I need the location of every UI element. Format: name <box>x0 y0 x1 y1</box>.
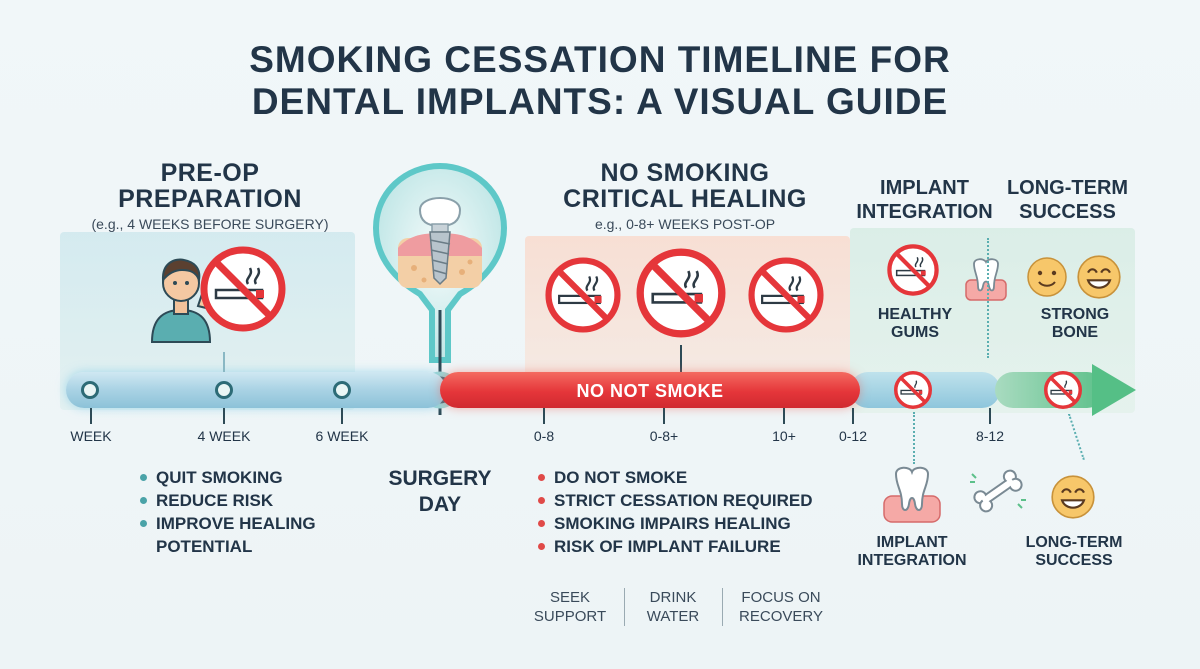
list-item: QUIT SMOKING <box>140 466 370 489</box>
dotted-connector <box>913 412 915 464</box>
integration-heading-line2: INTEGRATION <box>856 201 993 223</box>
surgery-day-label-line2: DAY <box>418 493 462 516</box>
tick-label: 6 WEEK <box>315 428 369 444</box>
list-item: DO NOT SMOKE <box>538 466 848 489</box>
person-icon <box>146 250 216 343</box>
preop-heading-line1: PRE-OP <box>160 159 260 187</box>
tip-seek-support: SEEK SUPPORT <box>533 589 607 625</box>
no-smoking-icon <box>1044 371 1082 409</box>
list-item: SMOKING IMPAIRS HEALING <box>538 512 848 535</box>
tooth-icon <box>964 256 1008 302</box>
strong-bone-label-line2: BONE <box>1051 324 1099 341</box>
timeline-critical-segment <box>440 372 860 408</box>
critical-bar-label: NO NOT SMOKE <box>576 381 724 401</box>
implant-marker <box>362 160 518 420</box>
preop-subtitle: (e.g., 4 WEEKS BEFORE SURGERY) <box>91 216 329 232</box>
tick-mark <box>341 408 343 424</box>
critical-heading-line2: CRITICAL HEALING <box>563 185 807 213</box>
implant-integration-label-line1: IMPLANT <box>876 534 948 551</box>
tick-label: 0-12 <box>838 428 868 444</box>
tip-drink-water: DRINK WATER <box>646 589 700 625</box>
dotted-connector <box>987 238 989 358</box>
timeline-arrowhead <box>1092 360 1138 420</box>
tip-focus-recovery: FOCUS ON RECOVERY <box>739 589 823 625</box>
tip-divider <box>624 588 625 626</box>
tick-label: WEEK <box>70 428 112 444</box>
no-smoking-icon <box>887 244 939 296</box>
tick-mark <box>989 408 991 424</box>
tick-mark <box>90 408 92 424</box>
surgery-day-label-line1: SURGERY <box>388 467 492 490</box>
no-smoking-icon <box>636 248 726 338</box>
tick-label: 8-12 <box>975 428 1005 444</box>
healthy-gums-label-line1: HEALTHY <box>877 306 953 323</box>
no-smoking-icon <box>894 371 932 409</box>
list-item: IMPROVE HEALING <box>140 512 370 535</box>
timeline-node <box>215 381 233 399</box>
implant-integration-label-line2: INTEGRATION <box>857 552 967 569</box>
list-item: POTENTIAL <box>156 537 253 556</box>
preop-heading-line2: PREPARATION <box>118 185 302 213</box>
tip-divider <box>722 588 723 626</box>
list-item: STRICT CESSATION REQUIRED <box>538 489 848 512</box>
critical-subtitle: e.g., 0-8+ WEEKS POST-OP <box>594 216 776 232</box>
no-smoking-icon <box>545 257 621 333</box>
longterm-success-label-line1: LONG-TERM <box>1025 534 1123 551</box>
smiley-icon <box>1076 254 1122 300</box>
dotted-connector <box>1068 413 1085 460</box>
tick-label: 0-8+ <box>649 428 679 444</box>
smiley-icon <box>1026 256 1068 298</box>
timeline-preop-segment <box>66 372 446 408</box>
longterm-heading-line2: SUCCESS <box>1019 201 1116 223</box>
page-title-line2: DENTAL IMPLANTS: A VISUAL GUIDE <box>251 81 949 122</box>
timeline-node <box>333 381 351 399</box>
timeline-node <box>81 381 99 399</box>
critical-bullet-list: DO NOT SMOKE STRICT CESSATION REQUIRED S… <box>538 466 848 558</box>
tick-label: 10+ <box>772 428 796 444</box>
tick-mark <box>543 408 545 424</box>
smiley-icon <box>1050 474 1096 520</box>
tick-label: 0-8 <box>533 428 555 444</box>
critical-connector <box>680 345 682 372</box>
preop-bullet-list: QUIT SMOKING REDUCE RISK IMPROVE HEALING… <box>140 466 370 558</box>
integration-heading-line1: IMPLANT <box>880 177 969 199</box>
list-item: REDUCE RISK <box>140 489 370 512</box>
tick-mark <box>852 408 854 424</box>
tick-mark <box>663 408 665 424</box>
preop-connector <box>223 352 225 372</box>
longterm-success-label-line2: SUCCESS <box>1035 552 1113 569</box>
tick-mark <box>783 408 785 424</box>
no-smoking-icon <box>200 246 286 332</box>
healthy-gums-label-line2: GUMS <box>891 324 939 341</box>
page-title-line1: SMOKING CESSATION TIMELINE FOR <box>249 39 951 80</box>
no-smoking-icon <box>748 257 824 333</box>
list-item: RISK OF IMPLANT FAILURE <box>538 535 848 558</box>
tick-label: 4 WEEK <box>197 428 251 444</box>
critical-heading-line1: NO SMOKING <box>600 159 770 187</box>
tick-mark <box>223 408 225 424</box>
bone-icon <box>968 468 1028 514</box>
strong-bone-label-line1: STRONG <box>1040 306 1110 323</box>
longterm-heading-line1: LONG-TERM <box>1006 177 1129 199</box>
tooth-icon <box>880 464 944 526</box>
